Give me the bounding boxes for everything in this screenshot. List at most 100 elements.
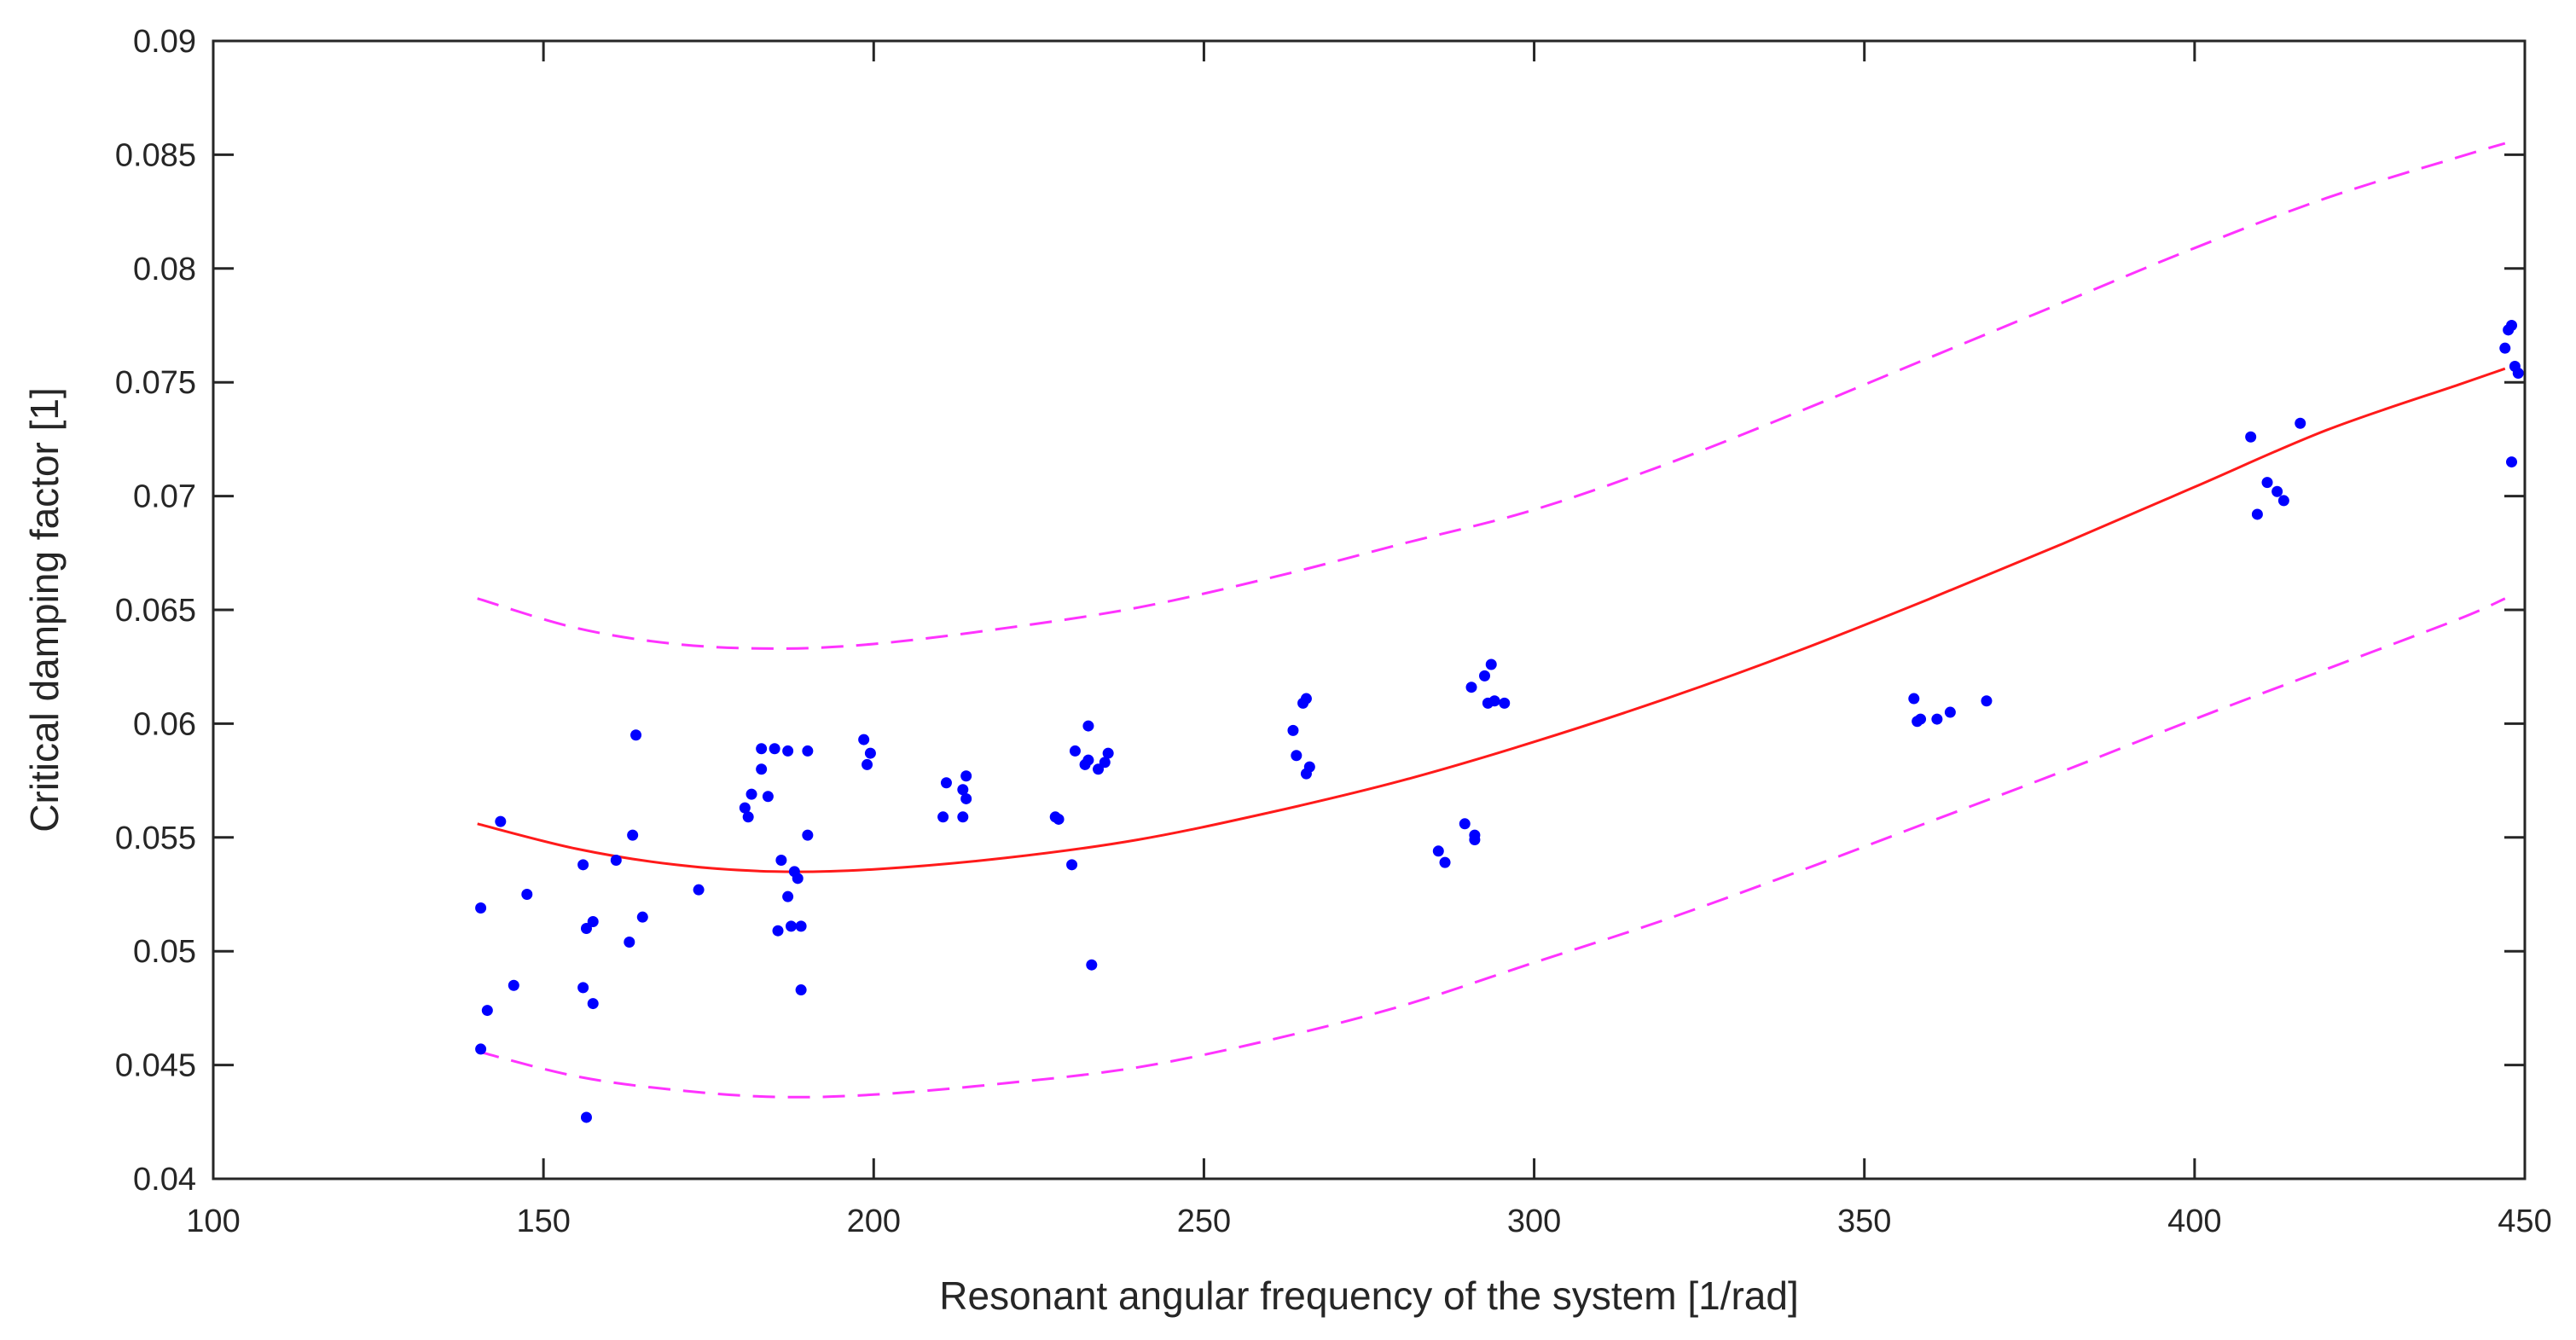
y-tick-label: 0.04 <box>133 1162 196 1198</box>
data-point <box>1981 695 1993 707</box>
y-tick-label: 0.09 <box>133 24 196 60</box>
data-point <box>2277 495 2289 507</box>
data-point <box>769 743 780 755</box>
data-point <box>1908 693 1920 705</box>
y-tick-label: 0.08 <box>133 252 196 287</box>
axes-layer: 100 150 200 250 300 350 400 450 0.04 0.045 0.05 0.0… <box>115 24 2552 1239</box>
data-point <box>1303 761 1315 773</box>
data-point <box>1093 763 1105 775</box>
x-tick-label: 100 <box>186 1204 240 1239</box>
data-point <box>862 758 873 770</box>
x-tick-label: 400 <box>2167 1204 2221 1239</box>
data-point <box>495 815 507 827</box>
data-point <box>475 1043 487 1055</box>
y-tick-label: 0.055 <box>115 821 196 856</box>
data-point <box>521 889 533 900</box>
data-point <box>1099 757 1111 769</box>
data-point <box>580 923 592 935</box>
y-axis-label: Critical damping factor [1] <box>22 387 67 832</box>
data-point <box>1459 818 1471 830</box>
data-point <box>786 920 797 932</box>
points-layer <box>475 320 2524 1123</box>
x-tick-label: 150 <box>516 1204 570 1239</box>
data-point <box>782 745 794 757</box>
data-point <box>630 729 642 741</box>
data-point <box>1287 724 1299 736</box>
data-point <box>1469 829 1481 841</box>
data-point <box>2251 508 2263 520</box>
data-point <box>580 1111 592 1123</box>
y-tick-label: 0.085 <box>115 137 196 173</box>
y-tick-label: 0.05 <box>133 934 196 970</box>
x-tick-label: 300 <box>1507 1204 1561 1239</box>
data-point <box>937 811 949 823</box>
data-point <box>481 1005 493 1017</box>
data-point <box>2261 477 2273 489</box>
data-point <box>508 979 519 991</box>
curves-layer <box>477 142 2506 1099</box>
data-point <box>802 745 814 757</box>
data-point <box>940 777 952 789</box>
data-point <box>587 998 599 1010</box>
data-point <box>1291 750 1303 762</box>
data-point <box>2512 368 2524 380</box>
data-point <box>693 884 705 896</box>
y-tick-label: 0.075 <box>115 365 196 401</box>
x-tick-label: 450 <box>2498 1204 2551 1239</box>
data-point <box>577 982 589 994</box>
data-point <box>739 802 751 814</box>
y-tick-label: 0.065 <box>115 593 196 629</box>
data-point <box>1082 720 1094 732</box>
data-point <box>858 734 870 745</box>
data-point <box>1931 713 1943 725</box>
data-point <box>772 925 784 937</box>
y-tick-label: 0.06 <box>133 706 196 742</box>
data-point <box>746 788 757 800</box>
fit-line <box>477 367 2506 873</box>
data-point <box>1479 670 1490 682</box>
x-axis-label: Resonant angular frequency of the system… <box>939 1273 1798 1318</box>
data-point <box>610 854 622 866</box>
data-point <box>2245 431 2257 443</box>
upper-bound-line <box>477 142 2506 650</box>
data-point <box>756 763 768 775</box>
data-point <box>577 859 589 871</box>
data-point <box>627 829 639 841</box>
data-point <box>2295 417 2306 429</box>
data-point <box>1066 859 1078 871</box>
data-point <box>795 920 807 932</box>
data-point <box>795 984 807 996</box>
y-tick-label: 0.07 <box>133 479 196 515</box>
data-point <box>1082 754 1094 766</box>
data-point <box>957 811 969 823</box>
data-point <box>756 743 768 755</box>
data-point <box>624 937 635 948</box>
lower-bound-line <box>477 597 2506 1099</box>
data-point <box>1488 695 1500 707</box>
data-point <box>960 770 972 782</box>
x-tick-label: 200 <box>847 1204 901 1239</box>
y-tick-label: 0.045 <box>115 1048 196 1084</box>
data-point <box>802 829 814 841</box>
data-point <box>1485 658 1497 670</box>
data-point <box>1465 682 1477 693</box>
data-point <box>1915 713 1927 725</box>
x-tick-label: 350 <box>1837 1204 1891 1239</box>
data-point <box>587 916 599 928</box>
data-point <box>1499 697 1511 709</box>
data-point <box>1053 813 1065 825</box>
data-point <box>1439 856 1451 868</box>
data-point <box>742 811 754 823</box>
data-point <box>957 784 969 796</box>
data-point <box>1944 706 1956 718</box>
data-point <box>636 911 648 923</box>
data-point <box>960 792 972 804</box>
data-point <box>1432 845 1444 857</box>
data-point <box>475 902 487 914</box>
data-point <box>2271 485 2283 497</box>
data-point <box>1300 693 1312 705</box>
data-point <box>775 854 787 866</box>
x-tick-label: 250 <box>1177 1204 1231 1239</box>
